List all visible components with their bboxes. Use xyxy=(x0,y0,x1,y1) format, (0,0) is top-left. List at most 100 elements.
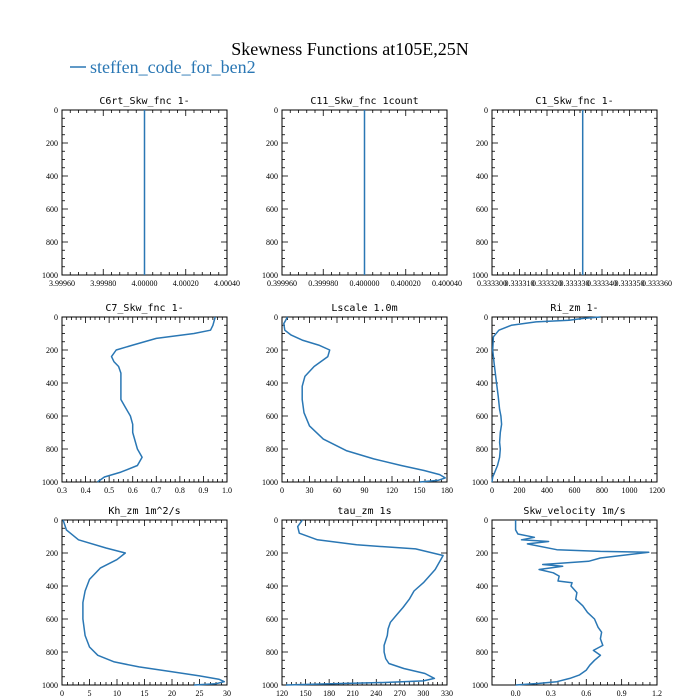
x-tick-label: 120 xyxy=(386,486,398,495)
y-tick-label: 400 xyxy=(266,582,278,591)
panel-title: Kh_zm 1m^2/s xyxy=(108,506,180,517)
x-tick-label: 4.00040 xyxy=(214,279,240,288)
x-tick-label: 4.00020 xyxy=(173,279,199,288)
x-tick-label: 60 xyxy=(333,486,341,495)
y-tick-label: 800 xyxy=(266,445,278,454)
panel-title: C1_Skw_fnc 1- xyxy=(535,96,613,107)
series-line xyxy=(491,316,601,483)
y-tick-label: 0 xyxy=(54,516,58,525)
x-tick-label: 1200 xyxy=(649,486,665,495)
x-tick-label: 800 xyxy=(596,486,608,495)
plot-frame xyxy=(61,519,228,686)
x-tick-label: 15 xyxy=(141,689,149,698)
y-tick-label: 1000 xyxy=(42,681,58,690)
legend-label: steffen_code_for_ben2 xyxy=(90,57,256,77)
y-tick-label: 0 xyxy=(274,516,278,525)
x-tick-label: 90 xyxy=(361,486,369,495)
x-tick-label: 0.0 xyxy=(511,689,521,698)
x-tick-label: 180 xyxy=(441,486,453,495)
y-tick-label: 0 xyxy=(484,313,488,322)
panel-title: Skw_velocity 1m/s xyxy=(523,506,625,517)
x-tick-label: 1.0 xyxy=(222,486,232,495)
y-tick-label: 1000 xyxy=(262,478,278,487)
y-tick-label: 0 xyxy=(484,516,488,525)
y-tick-label: 200 xyxy=(46,139,58,148)
y-tick-label: 600 xyxy=(476,205,488,214)
x-tick-label: 150 xyxy=(414,486,426,495)
y-tick-label: 200 xyxy=(476,139,488,148)
x-tick-label: 0.5 xyxy=(104,486,114,495)
x-tick-label: 3.99980 xyxy=(90,279,116,288)
y-tick-label: 800 xyxy=(46,445,58,454)
x-tick-label: 0.6 xyxy=(581,689,591,698)
y-tick-label: 200 xyxy=(266,346,278,355)
series-line xyxy=(285,519,444,686)
x-tick-label: 10 xyxy=(113,689,121,698)
y-tick-label: 800 xyxy=(476,238,488,247)
y-tick-label: 600 xyxy=(476,412,488,421)
x-tick-label: 270 xyxy=(394,689,406,698)
x-tick-label: 0 xyxy=(490,486,494,495)
y-tick-label: 1000 xyxy=(472,681,488,690)
y-tick-label: 800 xyxy=(266,648,278,657)
x-tick-label: 30 xyxy=(223,689,231,698)
x-tick-label: 0.333320 xyxy=(532,279,562,288)
y-tick-label: 1000 xyxy=(472,478,488,487)
y-tick-label: 0 xyxy=(484,106,488,115)
x-tick-label: 3.99960 xyxy=(49,279,75,288)
x-tick-label: 0.4 xyxy=(81,486,91,495)
x-tick-label: 0.333330 xyxy=(560,279,590,288)
x-tick-label: 30 xyxy=(306,486,314,495)
y-tick-label: 0 xyxy=(54,313,58,322)
y-tick-label: 0 xyxy=(274,313,278,322)
x-tick-label: 20 xyxy=(168,689,176,698)
x-tick-label: 0.3 xyxy=(546,689,556,698)
y-tick-label: 200 xyxy=(46,549,58,558)
y-tick-label: 200 xyxy=(46,346,58,355)
x-tick-label: 0.6 xyxy=(128,486,138,495)
x-tick-label: 0 xyxy=(280,486,284,495)
x-tick-label: 0.333310 xyxy=(505,279,535,288)
y-tick-label: 400 xyxy=(46,172,58,181)
x-tick-label: 0.8 xyxy=(175,486,185,495)
panel-title: Lscale 1.0m xyxy=(331,303,397,314)
x-tick-label: 5 xyxy=(88,689,92,698)
series-line xyxy=(62,519,226,686)
y-tick-label: 600 xyxy=(46,615,58,624)
x-tick-label: 600 xyxy=(569,486,581,495)
y-tick-label: 800 xyxy=(476,445,488,454)
y-tick-label: 200 xyxy=(266,549,278,558)
y-tick-label: 400 xyxy=(476,379,488,388)
x-tick-label: 200 xyxy=(514,486,526,495)
x-tick-label: 25 xyxy=(196,689,204,698)
plot-frame xyxy=(491,109,658,276)
x-tick-label: 0.399960 xyxy=(267,279,297,288)
y-tick-label: 200 xyxy=(476,549,488,558)
x-tick-label: 1000 xyxy=(622,486,638,495)
x-tick-label: 300 xyxy=(417,689,429,698)
x-tick-label: 0 xyxy=(60,689,64,698)
y-tick-label: 800 xyxy=(476,648,488,657)
series-line xyxy=(96,316,216,483)
y-tick-label: 1000 xyxy=(262,271,278,280)
figure-title: Skewness Functions at105E,25N xyxy=(231,39,469,59)
x-tick-label: 0.399980 xyxy=(308,279,338,288)
x-tick-label: 0.9 xyxy=(198,486,208,495)
y-tick-label: 400 xyxy=(266,172,278,181)
plot-frame xyxy=(491,519,658,686)
x-tick-label: 0.3 xyxy=(57,486,67,495)
x-tick-label: 400 xyxy=(541,486,553,495)
y-tick-label: 800 xyxy=(46,648,58,657)
chart-panel: Skw_velocity 1m/s 0 200 400 600 800 1000 0.0 0.3… xyxy=(472,506,662,698)
legend: steffen_code_for_ben2 xyxy=(70,57,256,77)
y-tick-label: 600 xyxy=(46,205,58,214)
y-tick-label: 1000 xyxy=(42,271,58,280)
x-tick-label: 0.7 xyxy=(151,486,161,495)
y-tick-label: 1000 xyxy=(42,478,58,487)
